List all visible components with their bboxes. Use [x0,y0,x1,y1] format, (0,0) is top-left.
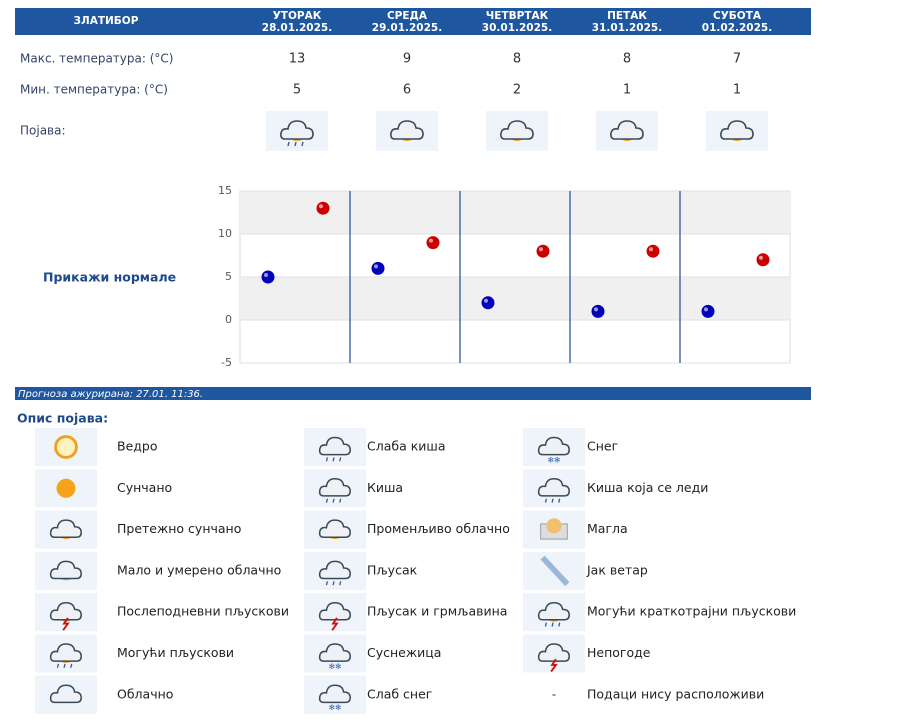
legend-label: Пљусак и грмљавина [367,604,507,619]
legend-label: Мало и умерено облачно [117,562,281,577]
temp-dot [261,270,275,284]
max-temp: 13 [289,52,306,67]
legend-title: Опис појава: [17,411,108,426]
y-tick-label: 10 [218,227,232,240]
min-temp: 5 [293,83,301,98]
icon [328,703,342,713]
legend-label: Променљиво облачно [367,521,510,536]
icon [54,435,78,459]
legend-label: Слаб снег [367,686,432,701]
legend-label: Слаба киша [367,439,446,454]
legend-label: Облачно [117,686,173,701]
dot-shine [484,298,488,303]
min-label: Мин. температура: (°C) [20,83,168,97]
y-tick-label: 5 [225,270,232,283]
dot-shine [594,307,598,312]
y-tick-label: 0 [225,313,232,326]
legend-label: Претежно сунчано [117,521,241,536]
legend-label: Суснежица [367,645,441,660]
dot-shine [649,247,653,252]
temp-dot [646,244,660,258]
dot-shine [759,255,763,260]
legend-label: Могући пљускови [117,645,234,660]
legend-label: Киша која се леди [587,480,708,495]
legend-label: Магла [587,521,628,536]
icon [56,478,76,498]
dot-shine [264,273,268,277]
day-date: 31.01.2025. [592,22,662,34]
dot-shine [704,307,708,312]
dot-shine [429,238,433,243]
legend-label: Подаци нису расположиви [587,686,764,701]
legend-label: Могући краткотрајни пљускови [587,604,796,619]
band [240,191,790,234]
day-name: ПЕТАК [607,10,647,22]
max-temp: 8 [513,52,521,67]
footer-bar [15,387,811,400]
day-date: 29.01.2025. [372,22,442,34]
temp-dot [481,296,495,310]
temp-dot [756,253,770,267]
band [240,277,790,320]
header-bar [15,8,811,35]
legend-label: Сунчано [117,480,172,495]
legend-label: Непогоде [587,645,651,660]
max-temp: 8 [623,52,631,67]
legend-label: Ведро [117,439,158,454]
temp-dot [371,261,385,275]
icon [328,661,342,671]
day-name: ЧЕТВРТАК [486,10,549,22]
day-name: УТОРАК [273,10,322,22]
icon [547,455,561,465]
min-temp: 1 [733,83,741,98]
min-temp: 6 [403,83,411,98]
legend-label: Киша [367,480,403,495]
temp-dot [701,304,715,318]
max-label: Макс. температура: (°C) [20,52,173,66]
dot-shine [539,247,543,252]
day-name: СУБОТА [713,10,762,22]
phenomena-label: Појава: [20,124,66,138]
y-tick-label: 15 [218,184,232,197]
day-date: 28.01.2025. [262,22,332,34]
y-tick-label: -5 [221,356,232,369]
temp-dot [536,244,550,258]
legend-label: Послеподневни пљускови [117,604,289,619]
station: ЗЛАТИБОР [74,15,139,27]
show-normals[interactable]: Прикажи нормале [43,270,176,285]
legend-label: Снег [587,439,618,454]
max-temp: 7 [733,52,741,67]
dot-shine [319,204,323,209]
legend-label: Пљусак [367,562,418,577]
day-date: 30.01.2025. [482,22,552,34]
day-date: 01.02.2025. [702,22,772,34]
temp-dot [426,236,440,250]
max-temp: 9 [403,52,411,67]
updated: Прогноза ажурирана: 27.01. 11:36. [18,389,203,400]
legend-label: Јак ветар [586,562,648,577]
day-name: СРЕДА [387,10,428,22]
icon-text: - [552,687,556,701]
temp-dot [591,304,605,318]
dot-shine [374,264,378,269]
min-temp: 1 [623,83,631,98]
temp-dot [316,201,330,215]
min-temp: 2 [513,83,521,98]
